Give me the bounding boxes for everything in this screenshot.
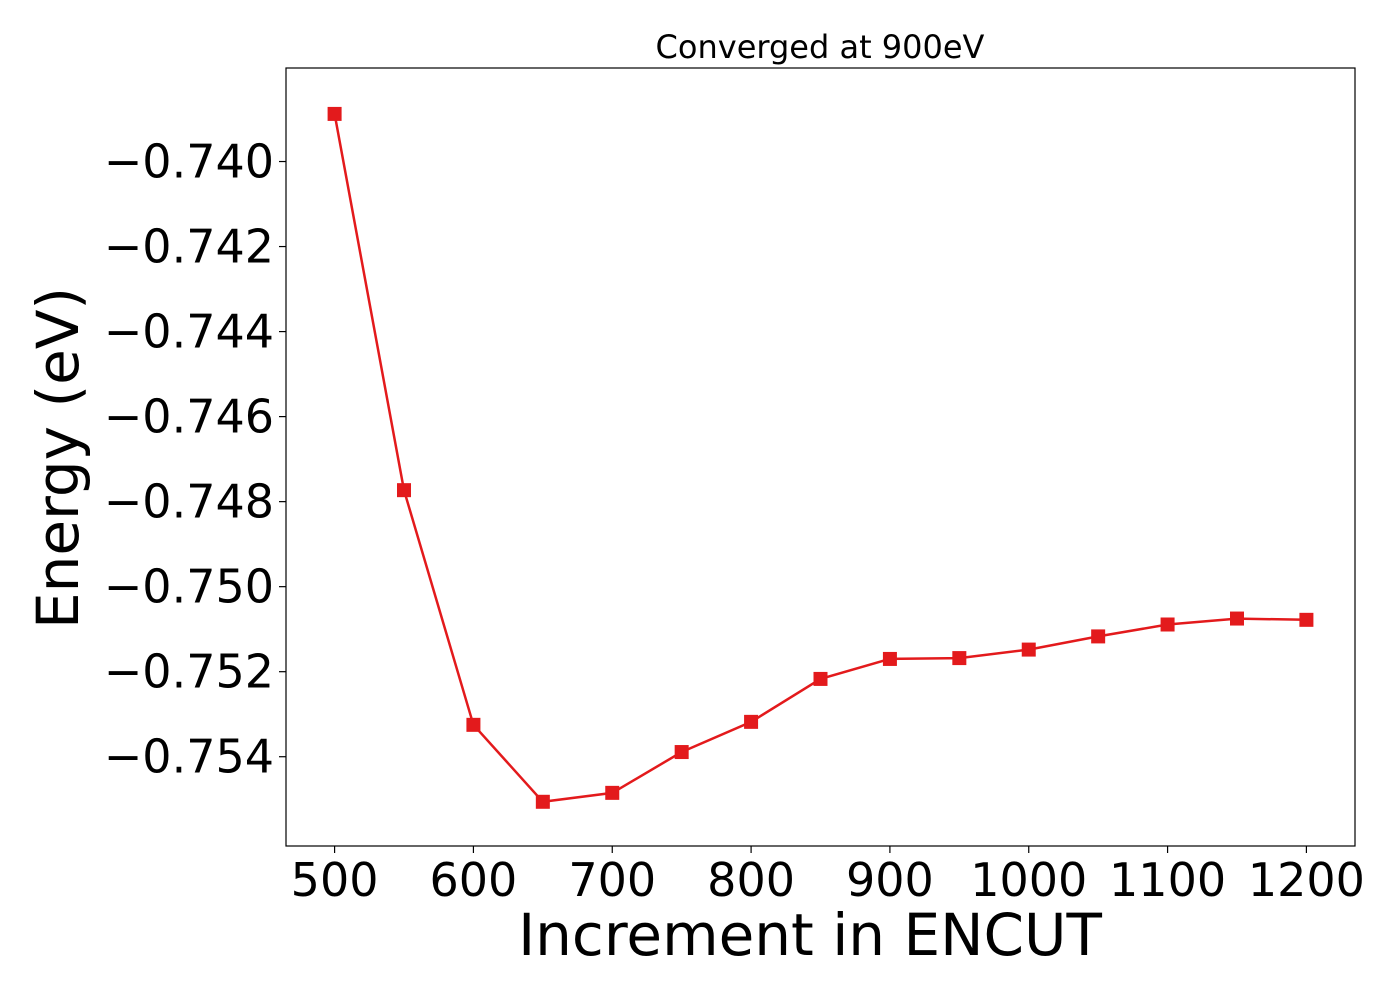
- data-point: [1091, 629, 1106, 644]
- data-point: [1299, 612, 1314, 627]
- data-point: [813, 671, 828, 686]
- x-tick-label: 900: [846, 853, 934, 907]
- plot-frame: [285, 67, 1356, 847]
- series-layer: [327, 106, 1314, 809]
- x-tick-label: 1200: [1248, 853, 1365, 907]
- data-point: [327, 106, 342, 121]
- y-tick-label: −0.742: [104, 220, 274, 274]
- x-tick-label: 500: [291, 853, 379, 907]
- x-tick-label: 1000: [970, 853, 1087, 907]
- x-tick-label: 700: [568, 853, 656, 907]
- data-point: [466, 717, 481, 732]
- plot-background: [286, 68, 1355, 846]
- y-tick-label: −0.752: [104, 645, 274, 699]
- y-tick-label: −0.754: [104, 730, 274, 784]
- data-point: [397, 483, 412, 498]
- y-axis-ticks: −0.740 −0.742 −0.744 −0.746 −0.748 −0.750 −0.7…: [104, 135, 286, 784]
- y-tick-label: −0.744: [104, 305, 274, 359]
- data-point: [1021, 642, 1036, 657]
- x-tick-label: 1100: [1109, 853, 1226, 907]
- x-axis-ticks: 500 600 700 800 900 1000 1100 1200: [291, 846, 1365, 907]
- chart-title: Converged at 900eV: [656, 28, 985, 66]
- y-tick-label: −0.740: [104, 135, 274, 189]
- y-tick-label: −0.750: [104, 560, 274, 614]
- x-tick-label: 800: [707, 853, 795, 907]
- y-tick-label: −0.748: [104, 475, 274, 529]
- x-axis-title: Increment in ENCUT: [518, 901, 1102, 969]
- y-tick-label: −0.746: [104, 390, 274, 444]
- data-point: [1229, 611, 1244, 626]
- y-axis-title: Energy (eV): [24, 287, 92, 629]
- data-point: [1160, 617, 1175, 632]
- data-point: [744, 714, 759, 729]
- data-point: [674, 745, 689, 760]
- data-point: [535, 794, 550, 809]
- data-point: [952, 651, 967, 666]
- x-tick-label: 600: [430, 853, 518, 907]
- data-point: [605, 785, 620, 800]
- data-point: [882, 651, 897, 666]
